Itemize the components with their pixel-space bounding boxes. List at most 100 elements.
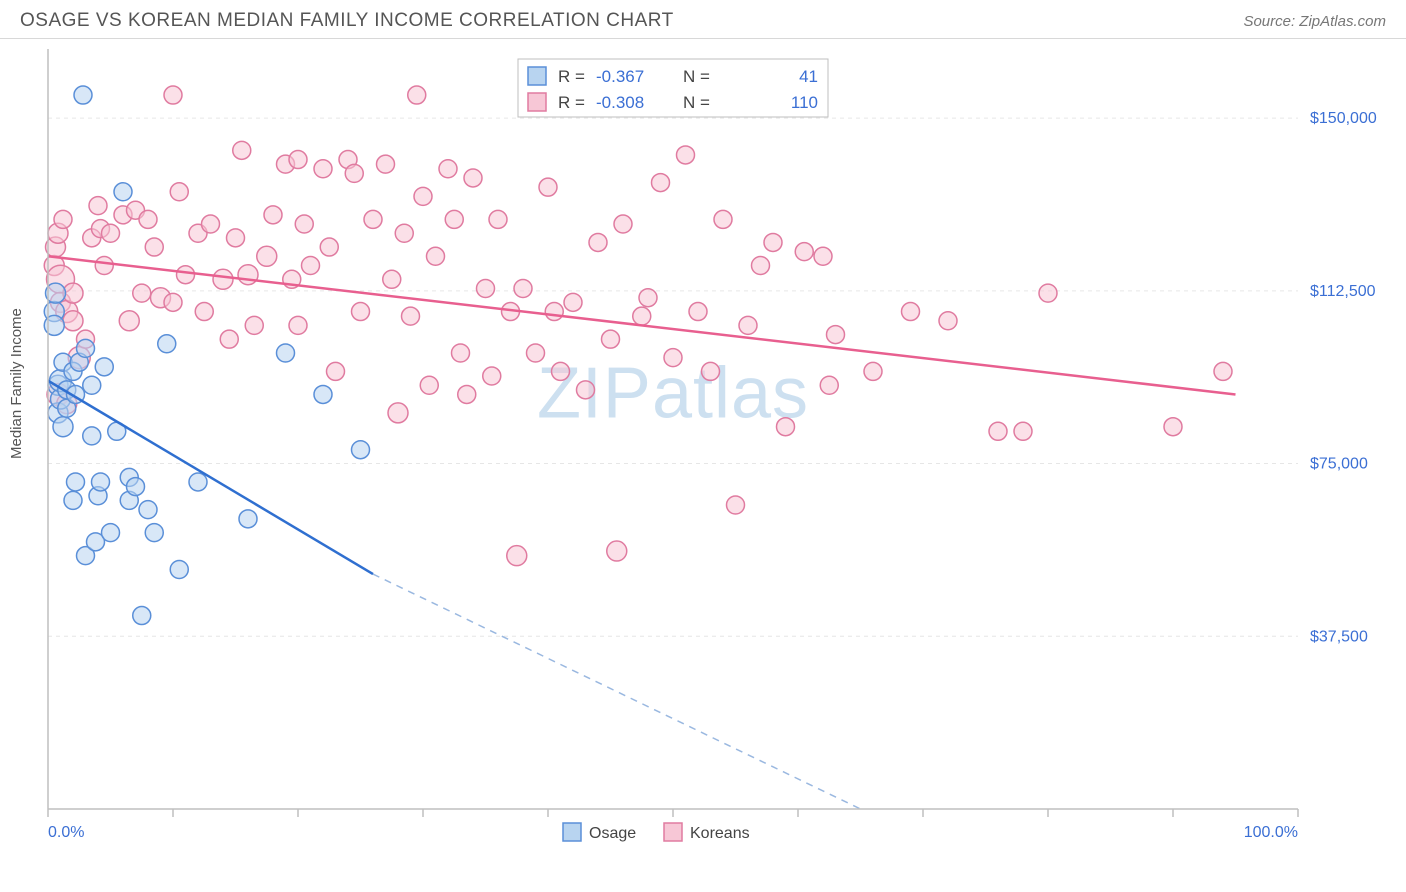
- data-point: [514, 280, 532, 298]
- data-point: [89, 197, 107, 215]
- data-point: [314, 385, 332, 403]
- stats-n-value: 41: [799, 67, 818, 86]
- data-point: [989, 422, 1007, 440]
- data-point: [63, 311, 83, 331]
- data-point: [427, 247, 445, 265]
- data-point: [364, 210, 382, 228]
- data-point: [402, 307, 420, 325]
- data-point: [352, 303, 370, 321]
- data-point: [395, 224, 413, 242]
- data-point: [277, 344, 295, 362]
- data-point: [589, 233, 607, 251]
- data-point: [102, 224, 120, 242]
- data-point: [83, 376, 101, 394]
- data-point: [202, 215, 220, 233]
- data-point: [92, 473, 110, 491]
- chart-title: OSAGE VS KOREAN MEDIAN FAMILY INCOME COR…: [20, 10, 674, 32]
- stats-n-label: N =: [683, 93, 710, 112]
- stats-swatch: [528, 67, 546, 85]
- data-point: [53, 417, 73, 437]
- data-point: [408, 86, 426, 104]
- data-point: [377, 155, 395, 173]
- data-point: [483, 367, 501, 385]
- data-point: [327, 362, 345, 380]
- data-point: [764, 233, 782, 251]
- data-point: [664, 349, 682, 367]
- data-point: [607, 541, 627, 561]
- legend-label: Koreans: [690, 825, 750, 842]
- chart-source: Source: ZipAtlas.com: [1243, 13, 1386, 30]
- stats-r-value: -0.367: [596, 67, 644, 86]
- data-point: [527, 344, 545, 362]
- data-point: [264, 206, 282, 224]
- data-point: [289, 151, 307, 169]
- y-tick-label: $112,500: [1310, 283, 1376, 300]
- data-point: [320, 238, 338, 256]
- data-point: [727, 496, 745, 514]
- data-point: [1214, 362, 1232, 380]
- data-point: [464, 169, 482, 187]
- data-point: [170, 183, 188, 201]
- data-point: [827, 326, 845, 344]
- data-point: [633, 307, 651, 325]
- data-point: [164, 86, 182, 104]
- data-point: [864, 362, 882, 380]
- data-point: [814, 247, 832, 265]
- data-point: [74, 86, 92, 104]
- data-point: [95, 358, 113, 376]
- data-point: [752, 256, 770, 274]
- data-point: [458, 385, 476, 403]
- data-point: [420, 376, 438, 394]
- data-point: [352, 441, 370, 459]
- data-point: [220, 330, 238, 348]
- data-point: [145, 238, 163, 256]
- data-point: [477, 280, 495, 298]
- data-point: [139, 501, 157, 519]
- data-point: [77, 339, 95, 357]
- data-point: [577, 381, 595, 399]
- data-point: [177, 266, 195, 284]
- data-point: [795, 243, 813, 261]
- data-point: [295, 215, 313, 233]
- data-point: [1039, 284, 1057, 302]
- data-point: [145, 524, 163, 542]
- data-point: [714, 210, 732, 228]
- y-tick-label: $37,500: [1310, 628, 1368, 645]
- data-point: [238, 265, 258, 285]
- data-point: [189, 473, 207, 491]
- data-point: [158, 335, 176, 353]
- legend-swatch: [563, 823, 581, 841]
- stats-n-value: 110: [791, 93, 818, 112]
- data-point: [552, 362, 570, 380]
- legend-swatch: [664, 823, 682, 841]
- data-point: [414, 187, 432, 205]
- data-point: [127, 478, 145, 496]
- data-point: [383, 270, 401, 288]
- data-point: [639, 289, 657, 307]
- data-point: [1164, 418, 1182, 436]
- stats-r-value: -0.308: [596, 93, 644, 112]
- data-point: [564, 293, 582, 311]
- data-point: [289, 316, 307, 334]
- data-point: [170, 560, 188, 578]
- data-point: [345, 164, 363, 182]
- data-point: [614, 215, 632, 233]
- stats-swatch: [528, 93, 546, 111]
- stats-n-label: N =: [683, 67, 710, 86]
- data-point: [314, 160, 332, 178]
- data-point: [602, 330, 620, 348]
- data-point: [689, 303, 707, 321]
- data-point: [739, 316, 757, 334]
- x-start-label: 0.0%: [48, 824, 84, 841]
- data-point: [257, 246, 277, 266]
- data-point: [227, 229, 245, 247]
- data-point: [54, 210, 72, 228]
- data-point: [195, 303, 213, 321]
- data-point: [213, 269, 233, 289]
- data-point: [164, 293, 182, 311]
- data-point: [114, 183, 132, 201]
- data-point: [302, 256, 320, 274]
- data-point: [820, 376, 838, 394]
- data-point: [452, 344, 470, 362]
- data-point: [677, 146, 695, 164]
